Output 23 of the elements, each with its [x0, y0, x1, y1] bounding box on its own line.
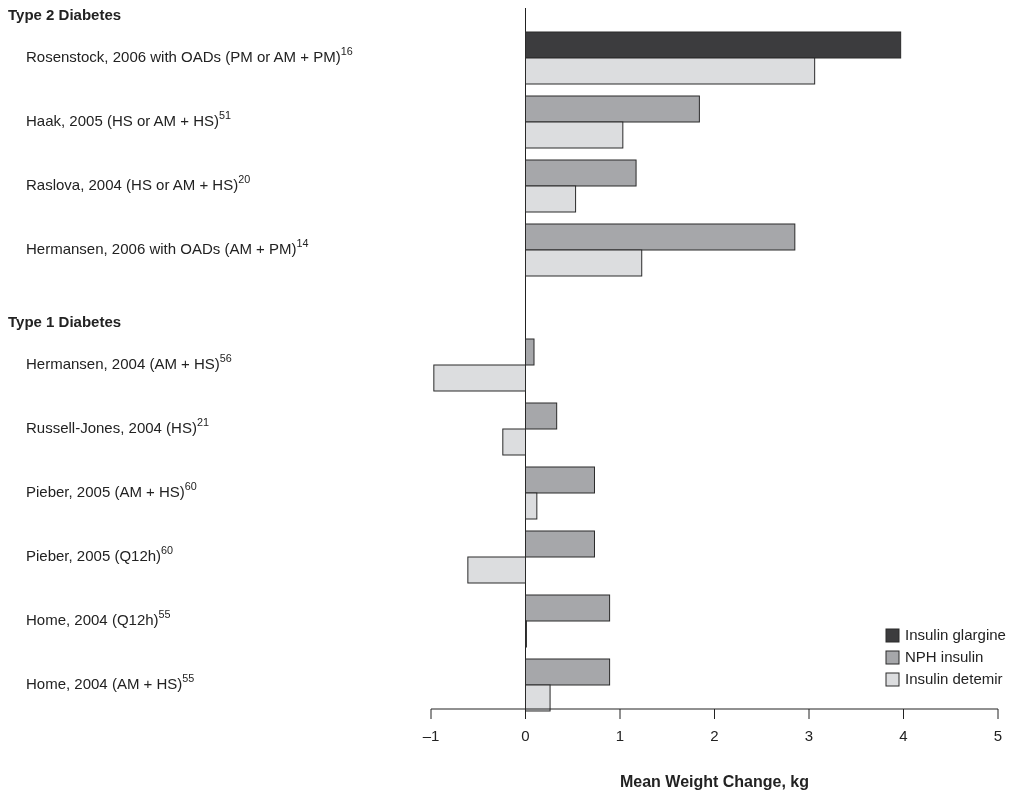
- y-tick-label: Home, 2004 (Q12h)$^{55}$: [26, 607, 171, 628]
- y-tick-label: Pieber, 2005 (AM + HS)$^{60}$: [26, 479, 197, 500]
- x-axis-title: Mean Weight Change, kg: [619, 773, 810, 790]
- x-tick-label: 1: [615, 727, 625, 744]
- y-tick-label: Hermansen, 2004 (AM + HS)$^{56}$: [26, 351, 232, 372]
- y-tick-label: Haak, 2005 (HS or AM + HS)$^{51}$: [26, 108, 232, 129]
- y-tick-label: Raslova, 2004 (HS or AM + HS)$^{20}$: [26, 172, 251, 193]
- y-tick-label: Russell-Jones, 2004 (HS)$^{21}$: [26, 415, 209, 436]
- x-tick-label: 4: [899, 727, 908, 744]
- x-tick-label: 5: [993, 727, 1003, 744]
- x-tick-label: 0: [521, 727, 530, 744]
- text: Type 2 Diabetes: [8, 5, 122, 23]
- y-tick-label: Rosenstock, 2006 with OADs (PM or AM + PM)$^{16}$: [26, 44, 353, 65]
- y-tick-label: Pieber, 2005 (Q12h)$^{60}$: [26, 543, 174, 564]
- x-tick-label: –1: [422, 727, 440, 744]
- legend-label: Insulin glargine: [905, 625, 1006, 643]
- x-tick-label: 2: [710, 727, 719, 744]
- legend-label: NPH insulin: [905, 647, 984, 665]
- y-tick-label: Home, 2004 (AM + HS)$^{55}$: [26, 671, 195, 692]
- legend-label: Insulin detemir: [905, 669, 1003, 687]
- text: Type 1 Diabetes: [8, 312, 122, 330]
- x-tick-label: 3: [804, 727, 814, 744]
- y-tick-label: Hermansen, 2006 with OADs (AM + PM)$^{14}$: [26, 236, 309, 257]
